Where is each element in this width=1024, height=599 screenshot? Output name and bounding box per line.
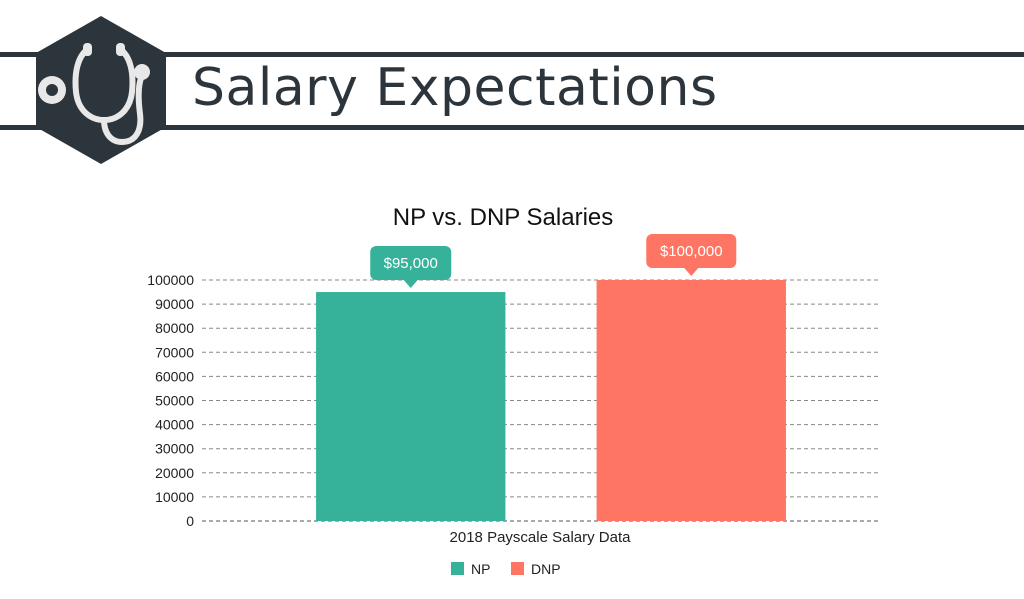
data-label-bubble: [370, 246, 452, 281]
x-axis-label: 2018 Payscale Salary Data: [450, 529, 632, 546]
y-tick-label: 100000: [147, 272, 194, 288]
y-tick-label: 40000: [155, 417, 194, 433]
data-label-pointer: [684, 268, 699, 276]
data-labels: $95,000 $100,000: [370, 234, 737, 289]
legend-label: DNP: [531, 561, 561, 577]
y-tick-label: 60000: [155, 368, 194, 384]
bars: [316, 280, 786, 521]
page-title: Salary Expectations: [192, 58, 718, 118]
banner-bottom-rule: [0, 125, 1024, 130]
bar-np: [316, 292, 506, 521]
y-tick-label: 10000: [155, 489, 194, 505]
bar-dnp: [596, 280, 786, 521]
data-label-pointer: [403, 280, 418, 289]
data-label: $95,000: [384, 255, 438, 272]
chart-title: NP vs. DNP Salaries: [393, 204, 614, 231]
y-tick-label: 70000: [155, 344, 194, 360]
y-tick-label: 30000: [155, 441, 194, 457]
legend-swatch: [451, 562, 464, 575]
y-tick-label: 20000: [155, 465, 194, 481]
stethoscope-icon: [36, 16, 166, 164]
banner-top-rule: [0, 52, 1024, 57]
salary-bar-chart: NP vs. DNP Salaries 0 10000 20000 30000 4000…: [147, 204, 878, 577]
data-label: $100,000: [660, 243, 723, 260]
y-tick-label: 0: [186, 513, 194, 529]
legend-swatch: [511, 562, 524, 575]
data-label-bubble: [646, 234, 737, 268]
header-banner: Salary Expectations: [0, 0, 1024, 170]
y-tick-label: 90000: [155, 296, 194, 312]
y-axis-ticks: 0 10000 20000 30000 40000 50000 60000 70000 8000…: [147, 272, 194, 529]
legend: NP DNP: [451, 561, 561, 577]
y-tick-label: 80000: [155, 320, 194, 336]
y-tick-label: 50000: [155, 393, 194, 409]
legend-label: NP: [471, 561, 490, 577]
